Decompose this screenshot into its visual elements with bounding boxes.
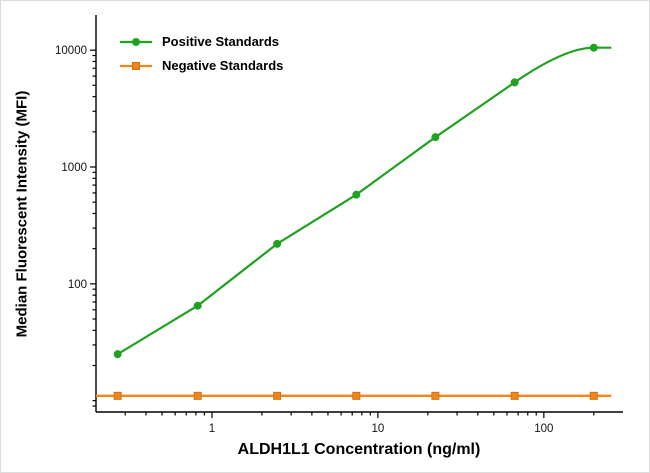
positive-series-line xyxy=(117,46,612,356)
positive-series-point xyxy=(510,78,519,87)
negative-standards-marker-icon xyxy=(120,62,152,70)
chart-legend: Positive Standards Negative Standards xyxy=(119,35,283,73)
axes xyxy=(95,15,623,413)
positive-series-point xyxy=(113,350,122,359)
series-markers xyxy=(113,43,598,400)
legend-label-negative-standards: Negative Standards xyxy=(162,58,284,73)
positive-series-point xyxy=(589,43,598,52)
legend-item-positive-standards: Positive Standards xyxy=(119,35,283,49)
positive-standards-marker-icon xyxy=(120,38,152,46)
negative-series-point xyxy=(510,391,519,400)
x-axis-title: ALDH1L1 Concentration (ng/ml) xyxy=(237,441,481,458)
y-tick-label: 1000 xyxy=(61,162,87,174)
positive-series-point xyxy=(431,133,440,142)
y-tick-label: 100 xyxy=(68,279,87,291)
y-axis-title: Median Fluorescent Intensity (MFI) xyxy=(13,90,31,338)
positive-series-point xyxy=(193,301,202,310)
x-tick-label: 1 xyxy=(209,423,215,435)
negative-series-point xyxy=(273,391,282,400)
negative-series-point xyxy=(431,391,440,400)
positive-series-point xyxy=(273,239,282,248)
legend-label-positive-standards: Positive Standards xyxy=(162,34,280,49)
x-tick-label: 10 xyxy=(372,423,385,435)
y-tick-label: 10000 xyxy=(55,45,87,57)
positive-series-point xyxy=(352,190,361,199)
negative-series-point xyxy=(113,391,122,400)
negative-series-point xyxy=(352,391,361,400)
negative-series-point xyxy=(589,391,598,400)
legend-item-negative-standards: Negative Standards xyxy=(119,59,283,73)
negative-series-point xyxy=(193,391,202,400)
tick-marks xyxy=(90,49,595,418)
x-tick-label: 100 xyxy=(534,423,553,435)
